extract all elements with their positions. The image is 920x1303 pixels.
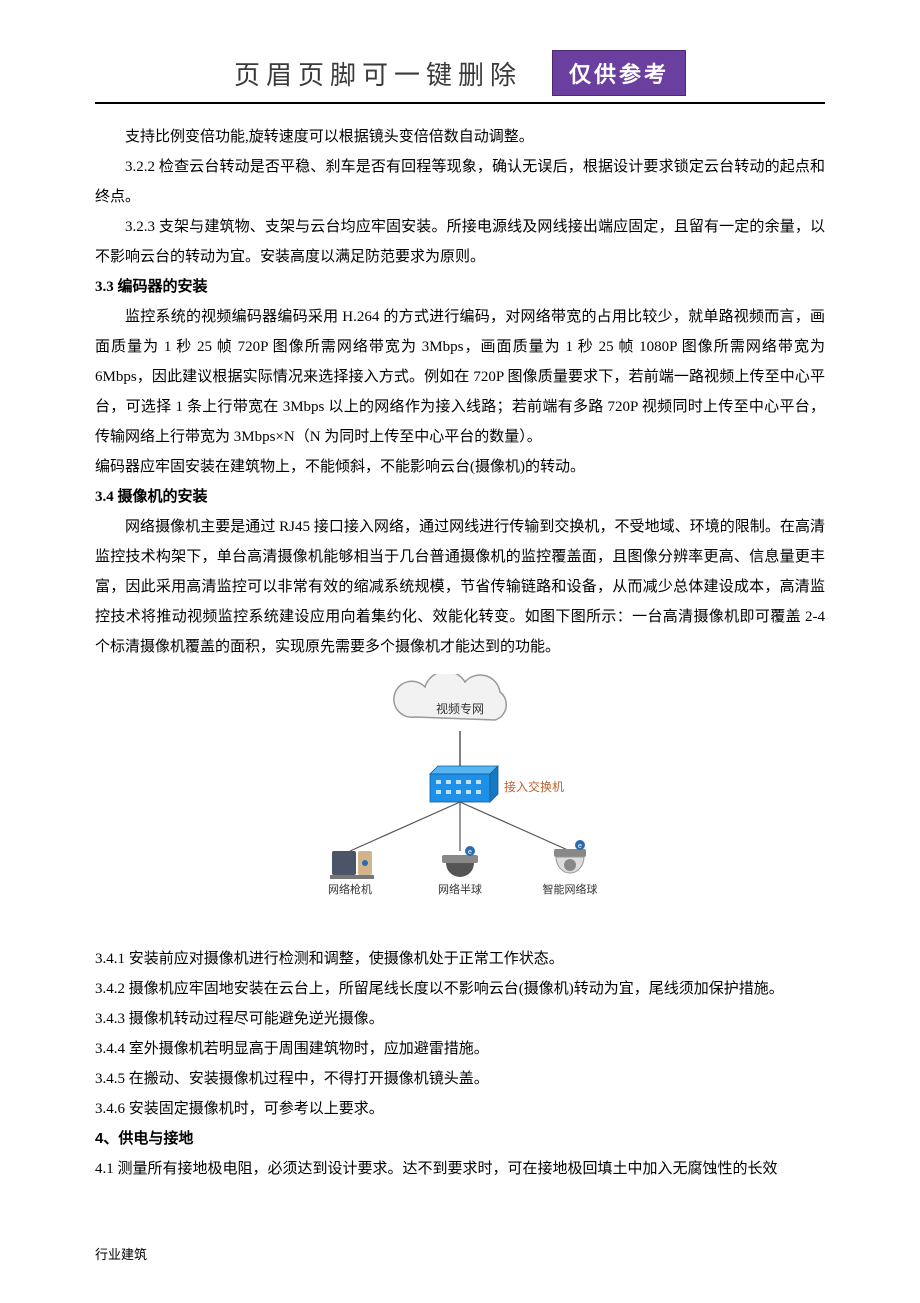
diagram-svg: 视频专网接入交换机网络枪机 e 网络半球 e 智能网络球 [310,674,610,934]
para-3-4-1: 3.4.1 安装前应对摄像机进行检测和调整，使摄像机处于正常工作状态。 [95,944,825,974]
para-3-4-5: 3.4.5 在搬动、安装摄像机过程中，不得打开摄像机镜头盖。 [95,1064,825,1094]
para-3-2-3: 3.2.3 支架与建筑物、支架与云台均应牢固安装。所接电源线及网线接出端应固定，… [95,212,825,272]
heading-3-3: 3.3 编码器的安装 [95,272,825,302]
para-3-4-4: 3.4.4 室外摄像机若明显高于周围建筑物时，应加避雷措施。 [95,1034,825,1064]
para-3-4-2: 3.4.2 摄像机应牢固地安装在云台上，所留尾线长度以不影响云台(摄像机)转动为… [95,974,825,1004]
para-3-3-note: 编码器应牢固安装在建筑物上，不能倾斜，不能影响云台(摄像机)的转动。 [95,452,825,482]
svg-text:接入交换机: 接入交换机 [504,779,564,794]
svg-text:网络半球: 网络半球 [438,882,482,896]
page-header: 页眉页脚可一键删除 仅供参考 [95,50,825,96]
heading-3-4: 3.4 摄像机的安装 [95,482,825,512]
svg-text:e: e [468,849,472,856]
para-3-4-body: 网络摄像机主要是通过 RJ45 接口接入网络，通过网线进行传输到交换机，不受地域… [95,512,825,662]
heading-4: 4、供电与接地 [95,1124,825,1154]
header-rule [95,102,825,104]
header-text: 页眉页脚可一键删除 [234,55,522,92]
svg-text:网络枪机: 网络枪机 [328,882,372,896]
svg-text:视频专网: 视频专网 [436,701,484,716]
para-4-1: 4.1 测量所有接地极电阻，必须达到设计要求。达不到要求时，可在接地极回填土中加… [95,1154,825,1184]
para-3-4-6: 3.4.6 安装固定摄像机时，可参考以上要求。 [95,1094,825,1124]
page-footer: 行业建筑 [95,1244,825,1263]
para-3-3-body: 监控系统的视频编码器编码采用 H.264 的方式进行编码，对网络带宽的占用比较少… [95,302,825,452]
document-body: 支持比例变倍功能,旋转速度可以根据镜头变倍倍数自动调整。 3.2.2 检查云台转… [95,122,825,1184]
svg-text:e: e [578,843,582,850]
network-diagram: 视频专网接入交换机网络枪机 e 网络半球 e 智能网络球 [95,674,825,934]
svg-text:智能网络球: 智能网络球 [543,882,598,896]
para-3-4-3: 3.4.3 摄像机转动过程尽可能避免逆光摄像。 [95,1004,825,1034]
para-3-2-1b: 支持比例变倍功能,旋转速度可以根据镜头变倍倍数自动调整。 [95,122,825,152]
header-badge: 仅供参考 [552,50,686,96]
para-3-2-2: 3.2.2 检查云台转动是否平稳、刹车是否有回程等现象，确认无误后，根据设计要求… [95,152,825,212]
